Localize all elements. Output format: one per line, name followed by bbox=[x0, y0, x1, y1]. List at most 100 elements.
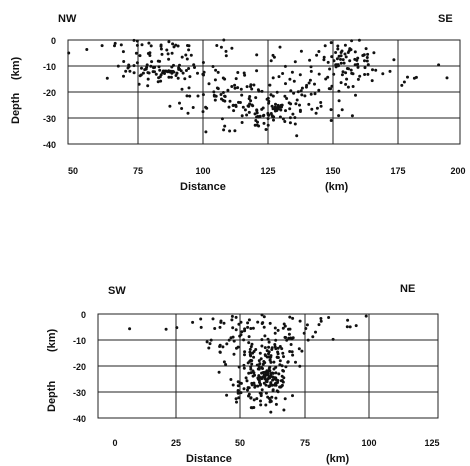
bottom-data-point bbox=[234, 328, 238, 332]
top-data-point bbox=[240, 114, 244, 118]
bottom-data-point bbox=[247, 341, 251, 345]
top-data-point bbox=[149, 44, 153, 48]
bottom-data-point bbox=[263, 361, 267, 365]
top-data-point bbox=[211, 65, 215, 68]
bottom-data-point bbox=[230, 318, 234, 322]
top-data-point bbox=[169, 75, 173, 79]
top-data-point bbox=[285, 97, 289, 100]
top-data-point bbox=[188, 75, 192, 79]
bottom-data-point bbox=[230, 314, 234, 318]
bottom-data-point bbox=[245, 379, 249, 383]
bottom-data-point bbox=[282, 408, 286, 412]
top-data-point bbox=[122, 60, 126, 63]
top-data-point bbox=[322, 55, 326, 59]
top-data-point bbox=[303, 94, 307, 98]
top-data-point bbox=[293, 60, 297, 64]
bottom-data-point bbox=[275, 389, 279, 393]
top-data-point bbox=[292, 79, 296, 83]
top-data-point bbox=[326, 60, 330, 64]
top-data-point bbox=[340, 49, 344, 53]
bottom-data-point bbox=[257, 365, 261, 368]
top-data-point bbox=[298, 110, 302, 113]
top-data-point bbox=[337, 114, 341, 118]
top-data-point bbox=[363, 66, 367, 70]
top-data-point bbox=[180, 87, 184, 91]
bottom-data-point bbox=[277, 372, 281, 376]
bottom-data-point bbox=[283, 397, 287, 401]
bottom-data-point bbox=[243, 353, 246, 357]
top-data-point bbox=[353, 50, 357, 54]
top-data-point bbox=[374, 68, 378, 72]
top-data-point bbox=[167, 40, 171, 44]
top-data-point bbox=[295, 98, 299, 102]
top-data-point bbox=[274, 102, 277, 106]
bottom-data-point bbox=[252, 371, 256, 375]
top-data-point bbox=[327, 87, 331, 91]
bottom-data-point bbox=[249, 365, 253, 369]
bottom-data-point bbox=[249, 371, 253, 375]
top-data-point bbox=[275, 90, 279, 94]
top-data-point bbox=[278, 115, 282, 119]
top-data-point bbox=[163, 72, 166, 75]
bottom-data-point bbox=[267, 355, 271, 359]
top-data-point bbox=[233, 83, 237, 87]
top-y-tick-label: 0 bbox=[51, 36, 56, 46]
bottom-data-point bbox=[274, 377, 278, 380]
bottom-y-tick-label: 0 bbox=[81, 310, 86, 320]
top-data-point bbox=[278, 45, 282, 49]
top-right-corner-label: SE bbox=[438, 13, 453, 25]
top-data-point bbox=[289, 102, 293, 106]
bottom-data-point bbox=[268, 369, 272, 373]
bottom-data-point bbox=[235, 400, 238, 404]
bottom-data-point bbox=[218, 345, 222, 348]
top-data-point bbox=[371, 68, 374, 72]
top-data-point bbox=[346, 51, 350, 54]
bottom-data-point bbox=[345, 325, 349, 329]
bottom-data-point bbox=[258, 351, 262, 355]
top-data-point bbox=[276, 105, 280, 108]
top-data-point bbox=[156, 80, 160, 84]
top-data-point bbox=[196, 71, 199, 75]
top-x-axis-label: Distance bbox=[180, 181, 226, 193]
top-data-point bbox=[363, 59, 366, 63]
top-data-point bbox=[347, 67, 350, 71]
top-data-point bbox=[224, 49, 228, 53]
top-data-point bbox=[158, 75, 162, 79]
bottom-data-point bbox=[284, 365, 288, 369]
top-data-point bbox=[273, 105, 277, 109]
bottom-data-point bbox=[199, 317, 203, 321]
top-data-point bbox=[135, 43, 139, 47]
top-data-point bbox=[270, 104, 274, 108]
top-data-point bbox=[224, 54, 228, 58]
top-data-point bbox=[135, 61, 139, 65]
bottom-data-point bbox=[273, 383, 277, 387]
bottom-data-point bbox=[354, 324, 358, 328]
top-data-point bbox=[343, 52, 347, 56]
top-data-point bbox=[276, 107, 280, 111]
bottom-data-point bbox=[282, 322, 286, 326]
top-data-point bbox=[353, 57, 357, 61]
top-data-point bbox=[165, 48, 169, 52]
top-data-point bbox=[85, 48, 89, 51]
bottom-data-point bbox=[234, 315, 238, 319]
bottom-data-point bbox=[231, 326, 235, 330]
top-data-point bbox=[309, 65, 313, 69]
top-data-point bbox=[213, 98, 217, 102]
bottom-data-point bbox=[260, 313, 264, 317]
top-data-point bbox=[356, 62, 360, 66]
bottom-data-point bbox=[276, 356, 280, 359]
top-data-point bbox=[153, 65, 157, 69]
bottom-data-point bbox=[250, 362, 254, 366]
bottom-data-point bbox=[270, 395, 274, 399]
top-x-tick-label: 100 bbox=[195, 166, 210, 176]
bottom-data-point bbox=[278, 359, 282, 363]
top-data-point bbox=[234, 105, 238, 108]
bottom-data-point bbox=[247, 318, 251, 322]
top-data-point bbox=[271, 115, 275, 119]
top-data-point bbox=[358, 74, 362, 78]
bottom-data-point bbox=[260, 344, 264, 348]
bottom-data-point bbox=[273, 343, 277, 346]
bottom-data-point bbox=[259, 357, 263, 361]
top-data-point bbox=[261, 114, 265, 118]
